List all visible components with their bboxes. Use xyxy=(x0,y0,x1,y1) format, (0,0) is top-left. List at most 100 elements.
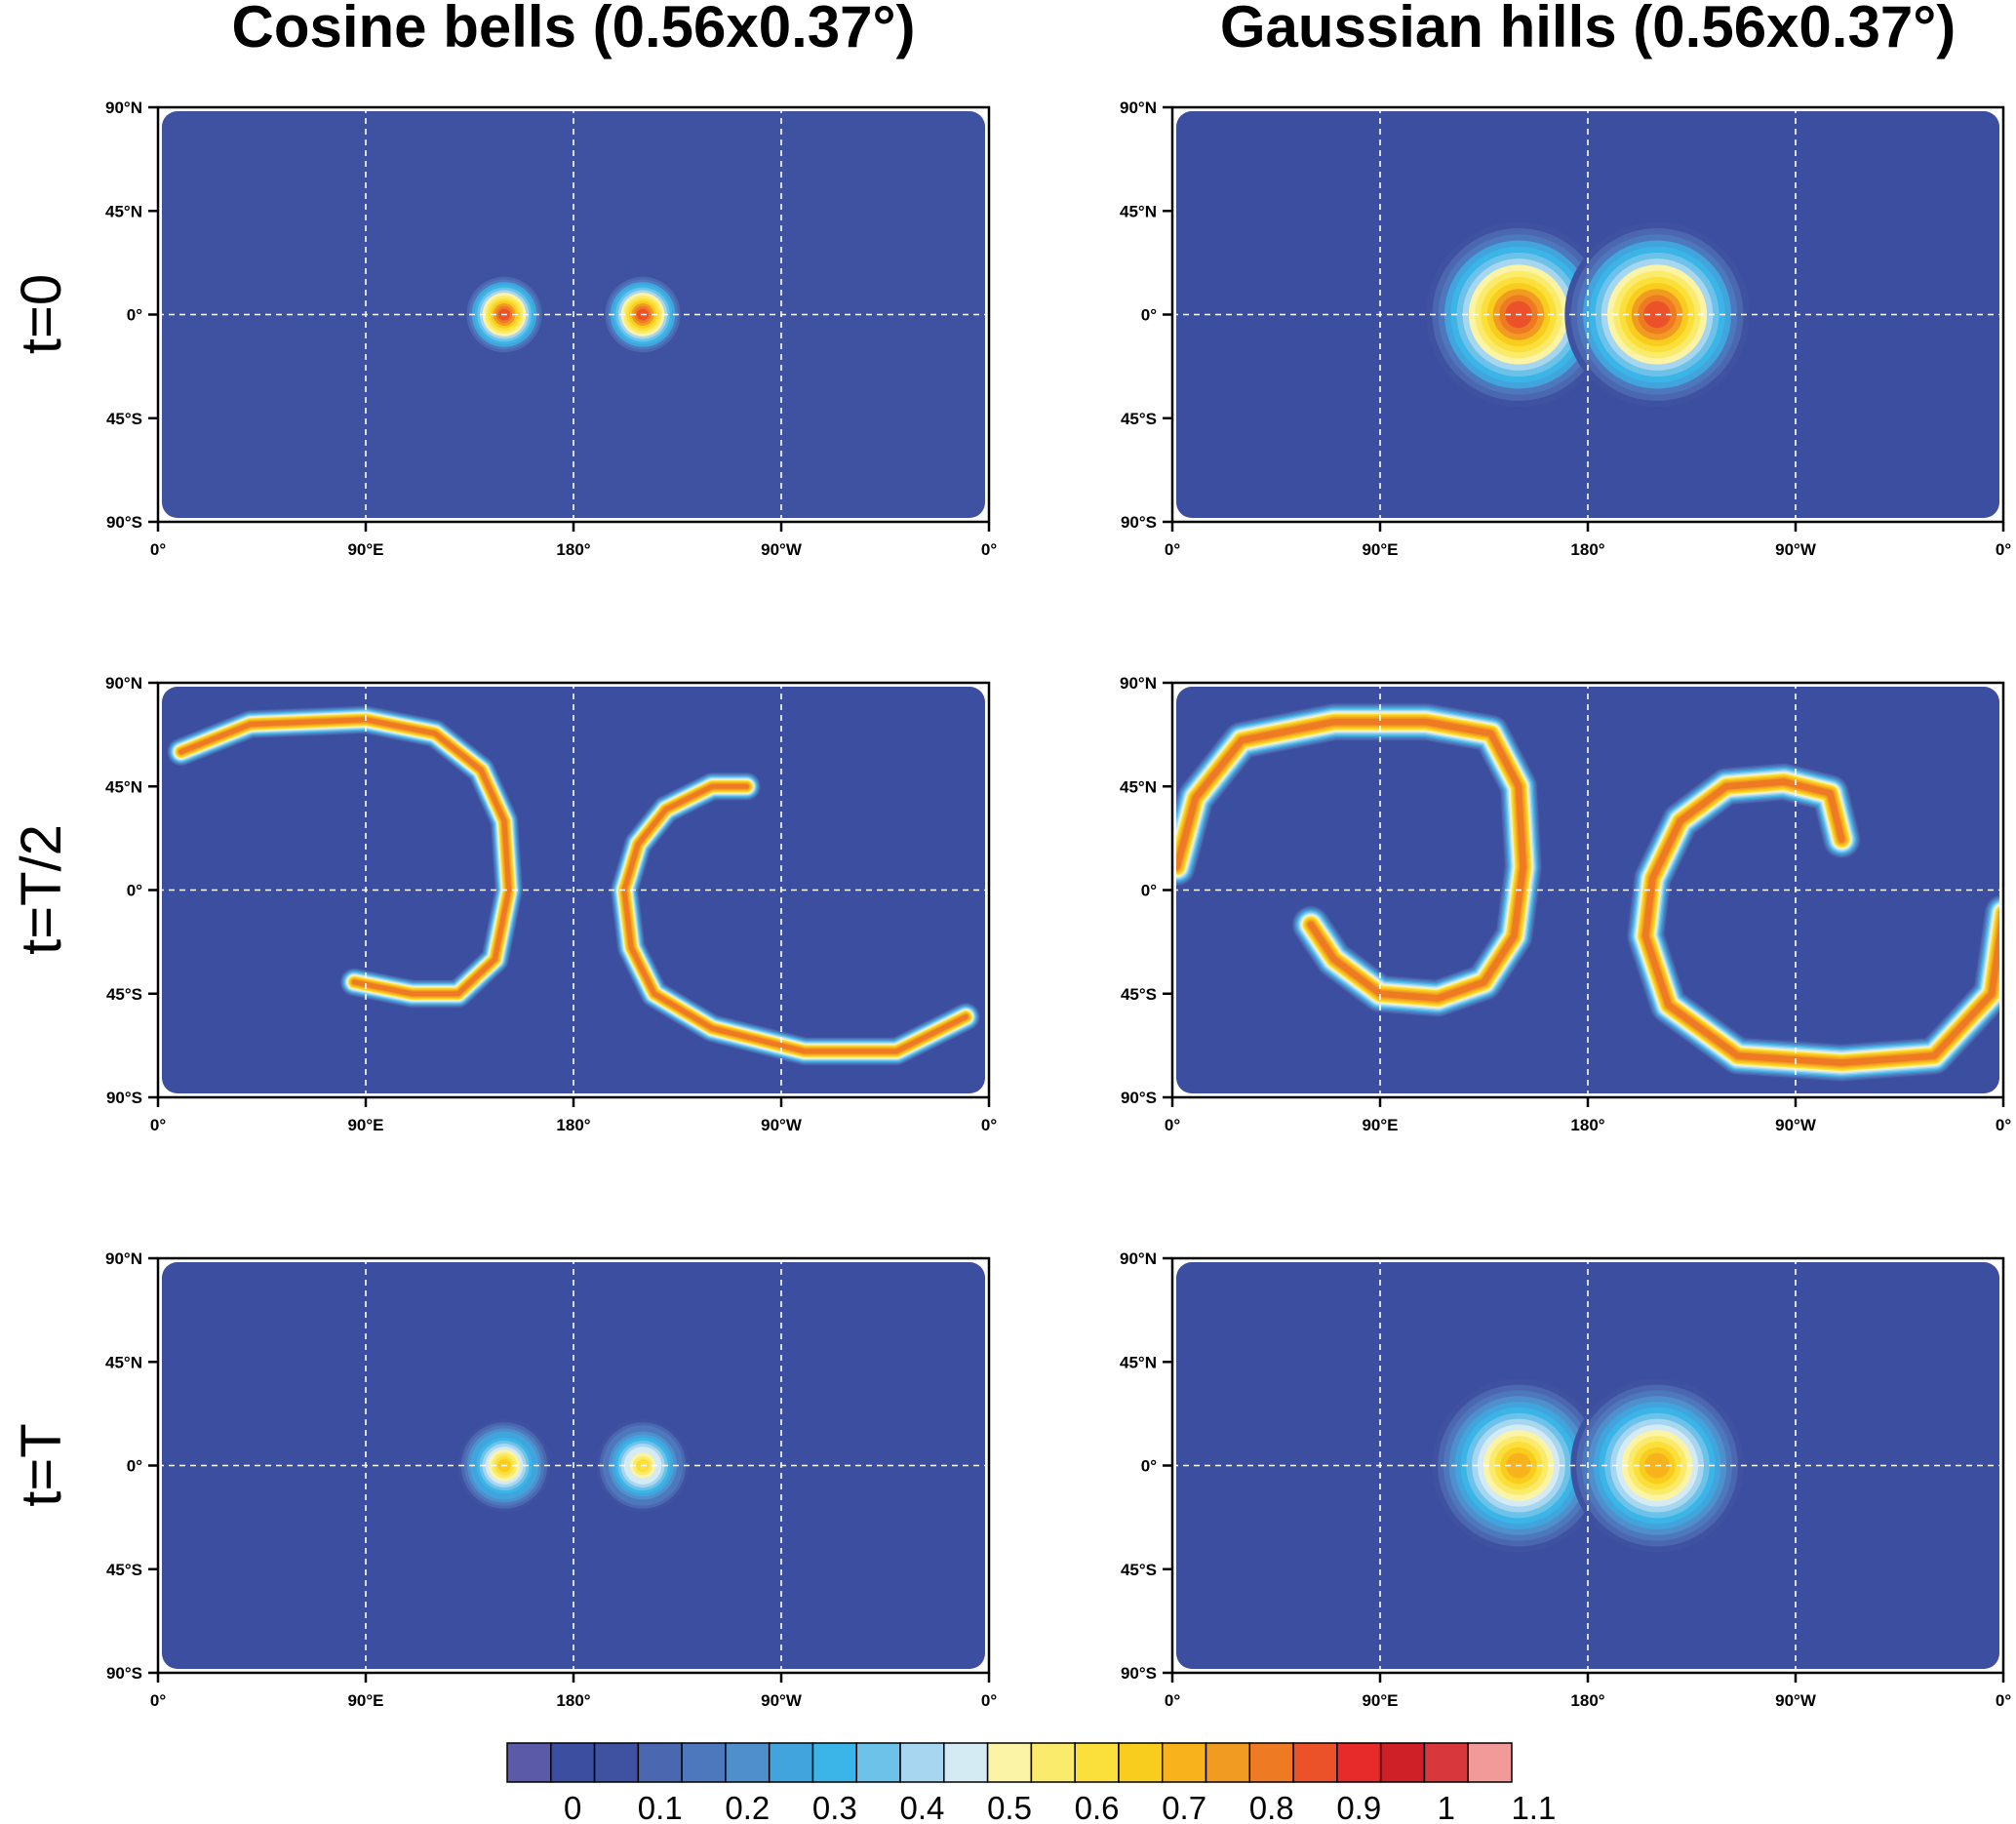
y-tick-label: 90°S xyxy=(1121,1664,1157,1683)
x-tick-label: 180° xyxy=(556,1691,590,1710)
x-tick-label: 0° xyxy=(150,1116,166,1134)
panels-group: 90°N 45°N 0° 45°S 90°S 0° 90°E 180° 90°W 0° 90°N 45… xyxy=(105,99,2011,1710)
x-tick-label: 0° xyxy=(1165,1691,1180,1710)
y-tick-label: 0° xyxy=(1141,1457,1157,1476)
x-tick-label: 90°E xyxy=(347,540,383,559)
colorbar-swatch xyxy=(768,1742,814,1783)
y-tick-label: 45°N xyxy=(1120,1353,1157,1371)
y-tick-label: 45°S xyxy=(1121,1561,1157,1579)
contour-band xyxy=(178,717,512,997)
x-tick-label: 90°W xyxy=(761,540,803,559)
y-tick-label: 45°S xyxy=(1121,985,1157,1004)
colorbar-swatch xyxy=(1423,1742,1469,1783)
x-tick-label: 0° xyxy=(981,540,997,559)
x-tick-label: 0° xyxy=(981,1691,997,1710)
field-area xyxy=(1176,687,1999,1093)
y-tick-label: 45°N xyxy=(105,1353,142,1371)
contour-band xyxy=(1176,718,1526,1002)
colorbar-swatch xyxy=(593,1742,640,1783)
colorbar-tick-label: 0.7 xyxy=(1162,1790,1206,1824)
colorbar-swatch xyxy=(1336,1742,1382,1783)
y-tick-label: 45°N xyxy=(1120,777,1157,796)
colorbar-swatch xyxy=(681,1742,727,1783)
y-tick-label: 45°S xyxy=(106,410,142,428)
colorbar-swatch xyxy=(506,1742,552,1783)
colorbar-tick-label: 0.3 xyxy=(812,1790,857,1824)
colorbar-swatch xyxy=(1248,1742,1294,1783)
colorbar-swatch xyxy=(986,1742,1033,1783)
x-tick-label: 0° xyxy=(150,1691,166,1710)
x-tick-label: 90°W xyxy=(1775,1116,1817,1134)
y-tick-label: 0° xyxy=(127,1457,142,1476)
x-tick-label: 0° xyxy=(1996,1691,2011,1710)
x-tick-label: 90°E xyxy=(1362,1691,1398,1710)
column-title-gaussian-hills: Gaussian hills (0.56x0.37°) xyxy=(1220,0,1956,59)
x-tick-label: 0° xyxy=(981,1116,997,1134)
colorbar-swatch xyxy=(550,1742,596,1783)
y-tick-label: 0° xyxy=(1141,882,1157,900)
x-tick-label: 90°W xyxy=(761,1116,803,1134)
x-tick-label: 0° xyxy=(1165,540,1180,559)
y-tick-label: 90°N xyxy=(105,1249,142,1268)
colorbar-swatch xyxy=(1205,1742,1251,1783)
contour-band xyxy=(621,783,968,1054)
y-tick-label: 45°N xyxy=(105,202,142,220)
x-tick-label: 90°E xyxy=(347,1116,383,1134)
colorbar-swatch xyxy=(1030,1742,1076,1783)
colorbar-swatch xyxy=(1292,1742,1338,1783)
y-tick-label: 90°S xyxy=(1121,513,1157,532)
row-label-t-half: t=T/2 xyxy=(10,824,73,955)
map-panel: 90°N 45°N 0° 45°S 90°S 0° 90°E 180° 90°W 0° xyxy=(105,99,997,559)
y-tick-label: 0° xyxy=(127,882,142,900)
colorbar-tick-label: 1 xyxy=(1438,1790,1455,1824)
colorbar-swatch xyxy=(1467,1742,1513,1783)
x-tick-label: 90°E xyxy=(347,1691,383,1710)
x-tick-label: 90°W xyxy=(1775,540,1817,559)
row-label-t0: t=0 xyxy=(10,274,73,354)
y-tick-label: 45°N xyxy=(105,777,142,796)
map-panel: 90°N 45°N 0° 45°S 90°S 0° 90°E 180° 90°W 0° xyxy=(1120,1249,2011,1710)
y-tick-label: 90°N xyxy=(1120,674,1157,693)
y-tick-label: 90°S xyxy=(106,513,142,532)
colorbar-swatch xyxy=(725,1742,771,1783)
x-tick-label: 0° xyxy=(1996,1116,2011,1134)
colorbar-swatch xyxy=(1118,1742,1164,1783)
x-tick-label: 180° xyxy=(556,1116,590,1134)
colorbar-tick-label: 0.4 xyxy=(899,1790,944,1824)
column-title-cosine-bells: Cosine bells (0.56x0.37°) xyxy=(232,0,916,59)
colorbar-tick-label: 0.2 xyxy=(725,1790,770,1824)
contour-band xyxy=(1641,778,1999,1066)
x-tick-label: 90°W xyxy=(1775,1691,1817,1710)
y-tick-label: 45°N xyxy=(1120,202,1157,220)
y-tick-label: 45°S xyxy=(1121,410,1157,428)
map-panel: 90°N 45°N 0° 45°S 90°S 0° 90°E 180° 90°W 0° xyxy=(105,1249,997,1710)
y-tick-label: 45°S xyxy=(106,1561,142,1579)
colorbar: 0 0.1 0.2 0.3 0.4 0.5 0.6 0.7 0.8 0.9 1 1.1 xyxy=(506,1742,1556,1824)
colorbar-swatch xyxy=(899,1742,945,1783)
x-tick-label: 180° xyxy=(556,540,590,559)
x-tick-label: 90°E xyxy=(1362,1116,1398,1134)
colorbar-swatch xyxy=(637,1742,683,1783)
colorbar-tick-label: 0.6 xyxy=(1075,1790,1120,1824)
x-tick-label: 0° xyxy=(150,540,166,559)
x-tick-label: 90°W xyxy=(761,1691,803,1710)
colorbar-tick-label: 0 xyxy=(564,1790,581,1824)
y-tick-label: 90°N xyxy=(1120,1249,1157,1268)
y-tick-label: 90°N xyxy=(105,674,142,693)
x-tick-label: 0° xyxy=(1996,540,2011,559)
x-tick-label: 180° xyxy=(1570,1691,1604,1710)
x-tick-label: 90°E xyxy=(1362,540,1398,559)
map-panel: 90°N 45°N 0° 45°S 90°S 0° 90°E 180° 90°W 0° xyxy=(105,674,997,1134)
colorbar-tick-label: 0.5 xyxy=(987,1790,1032,1824)
colorbar-tick-label: 0.9 xyxy=(1336,1790,1381,1824)
colorbar-swatch xyxy=(1161,1742,1207,1783)
map-panel: 90°N 45°N 0° 45°S 90°S 0° 90°E 180° 90°W 0° xyxy=(1120,674,2011,1134)
x-tick-label: 0° xyxy=(1165,1116,1180,1134)
map-panel: 90°N 45°N 0° 45°S 90°S 0° 90°E 180° 90°W 0° xyxy=(1120,99,2011,559)
y-tick-label: 90°S xyxy=(1121,1089,1157,1107)
colorbar-swatch xyxy=(1074,1742,1120,1783)
y-tick-label: 45°S xyxy=(106,985,142,1004)
colorbar-swatch xyxy=(1379,1742,1426,1783)
colorbar-swatch xyxy=(811,1742,858,1783)
colorbar-tick-label: 1.1 xyxy=(1511,1790,1556,1824)
